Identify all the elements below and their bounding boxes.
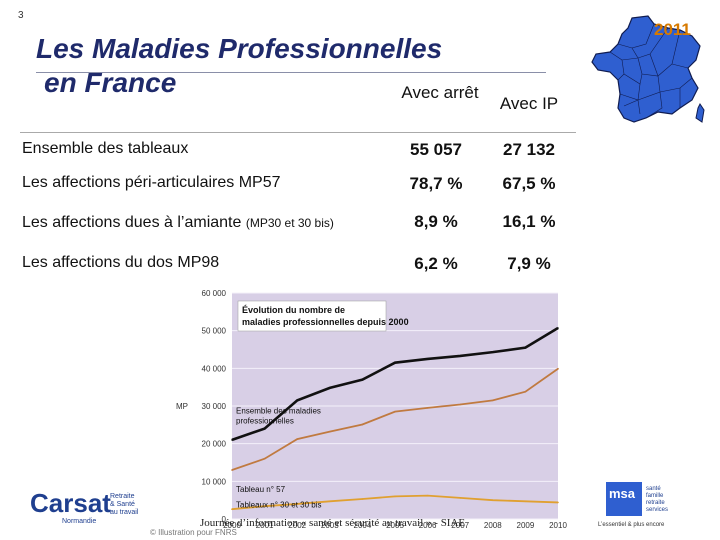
carsat-tagline: & Santé (110, 501, 135, 508)
msa-tagline: services (646, 507, 668, 513)
chart-data-point (524, 390, 527, 393)
chart-title: Évolution du nombre de (242, 305, 345, 315)
chart-x-tick-label: 2007 (451, 521, 469, 530)
chart-y-tick-label: 0 (222, 515, 227, 524)
chart-data-point (492, 499, 494, 501)
msa-tagline: santé (646, 486, 661, 492)
chart-data-point (524, 500, 527, 503)
title-line-1: Les Maladies Professionnelles (36, 33, 443, 64)
chart-data-point (426, 494, 429, 497)
chart-data-point (263, 427, 266, 430)
chart-data-point (263, 457, 266, 460)
chart-data-point (329, 430, 331, 433)
chart-data-point (492, 351, 494, 353)
msa-tagline: retraite (646, 500, 665, 506)
chart-data-point (329, 387, 331, 389)
slide-title: Les Maladies Professionnelles en France (36, 32, 442, 100)
footer-note: Journée d’information « santé et sécurit… (200, 517, 466, 529)
msa-name: msa (609, 486, 636, 501)
chart-x-tick-label: 2010 (549, 521, 567, 530)
chart-y-tick-label: 40 000 (202, 364, 227, 373)
chart-data-point (459, 497, 462, 499)
mp-evolution-chart: 0 10 000 20 000 30 000 40 000 50 000 60 000 200… (176, 289, 567, 530)
chart-series-label: Tableau n° 57 (236, 485, 286, 494)
chart-data-point (296, 399, 298, 402)
chart-x-tick-label: 2006 (419, 521, 437, 530)
table-row-label: Les affections du dos MP98 (22, 254, 220, 271)
chart-title: maladies professionnelles depuis 2000 (242, 317, 409, 327)
chart-data-point (459, 403, 462, 406)
chart-data-point (557, 367, 559, 370)
table-cell: 78,7 % (409, 174, 463, 193)
chart-data-point (231, 439, 233, 441)
chart-data-point (361, 378, 364, 381)
table-row-label: Les affections péri-articulaires MP57 (22, 174, 281, 191)
chart-x-tick-label: 2002 (288, 521, 306, 530)
carsat-tagline: au travail (110, 509, 139, 516)
carsat-logo-icon: Carsat Retraite & Santé au travail Norma… (30, 488, 139, 525)
column-header-avec-arret: Avec arrêt (401, 83, 479, 102)
chart-data-point (263, 505, 266, 507)
chart-x-tick-label: 2003 (321, 521, 339, 530)
chart-data-point (394, 410, 396, 413)
msa-tagline: famille (646, 493, 664, 499)
image-credit: © Illustration pour FNRS (150, 528, 237, 537)
table-row-label: Les affections dues à l’amiante (MP30 et… (22, 214, 334, 232)
chart-data-point (394, 361, 396, 364)
chart-data-point (492, 399, 494, 402)
chart-x-tick-label: 2001 (256, 521, 274, 530)
table-cell: 8,9 % (414, 212, 458, 231)
chart-y-tick-label: 50 000 (202, 327, 227, 336)
chart-data-point (361, 498, 364, 500)
chart-data-point (296, 503, 298, 505)
chart-y-axis-label: MP (176, 402, 188, 411)
msa-slogan: L’essentiel & plus encore (598, 522, 665, 528)
table-cell: 55 057 (410, 140, 462, 159)
chart-data-point (231, 508, 233, 511)
chart-series-label: Ensemble des maladies (236, 407, 321, 416)
chart-y-tick-label: 30 000 (202, 402, 227, 411)
chart-data-point (426, 358, 429, 360)
slide-number: 3 (18, 10, 24, 21)
chart-data-point (557, 501, 559, 504)
chart-data-point (426, 407, 429, 409)
table-cell: 27 132 (503, 140, 555, 159)
france-map-icon (591, 15, 705, 123)
carsat-region: Normandie (62, 518, 96, 525)
table-row-label-sub: (MP30 et 30 bis) (245, 216, 334, 230)
chart-x-tick-label: 2004 (354, 521, 372, 530)
year-label: 2011 (654, 20, 691, 39)
column-header-avec-ip: Avec IP (499, 94, 559, 113)
chart-data-point (459, 355, 462, 357)
table-row-label-main: Les affections dues à l’amiante (22, 214, 242, 231)
chart-y-tick-label: 20 000 (202, 440, 227, 449)
table-cell: 16,1 % (502, 212, 556, 231)
chart-x-tick-label: 2009 (517, 521, 535, 530)
chart-x-tick-label: 2000 (223, 521, 241, 530)
chart-title-box (237, 300, 387, 332)
title-divider (36, 72, 546, 73)
table-divider (20, 132, 576, 133)
chart-data-point (296, 438, 298, 440)
chart-data-point (329, 500, 331, 503)
chart-y-tick-label: 10 000 (202, 477, 227, 486)
carsat-name: Carsat (30, 488, 111, 518)
table-row-label: Ensemble des tableaux (22, 140, 189, 157)
chart-y-tick-label: 60 000 (202, 289, 227, 298)
msa-logo-icon: msa santé famille retraite services L’es… (598, 482, 668, 528)
table-cell: 7,9 % (507, 254, 551, 273)
chart-x-tick-label: 2005 (386, 521, 404, 530)
chart-data-point (524, 346, 527, 349)
table-cell: 6,2 % (414, 254, 458, 273)
carsat-tagline: Retraite (110, 493, 135, 500)
chart-data-point (557, 327, 559, 329)
chart-data-point (231, 469, 233, 471)
chart-series-label: Tableaux n° 30 et 30 bis (236, 501, 321, 510)
chart-data-point (394, 495, 396, 498)
chart-data-point (361, 423, 364, 426)
chart-x-tick-label: 2008 (484, 521, 502, 530)
table-cell: 67,5 % (502, 174, 556, 193)
chart-series-label: professionnelles (236, 417, 294, 426)
